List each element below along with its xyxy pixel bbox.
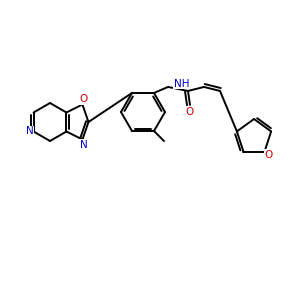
Text: O: O (186, 107, 194, 117)
Text: N: N (26, 127, 33, 136)
Text: O: O (79, 94, 88, 104)
Text: N: N (80, 140, 87, 149)
Text: O: O (265, 150, 273, 160)
Text: NH: NH (174, 79, 190, 89)
